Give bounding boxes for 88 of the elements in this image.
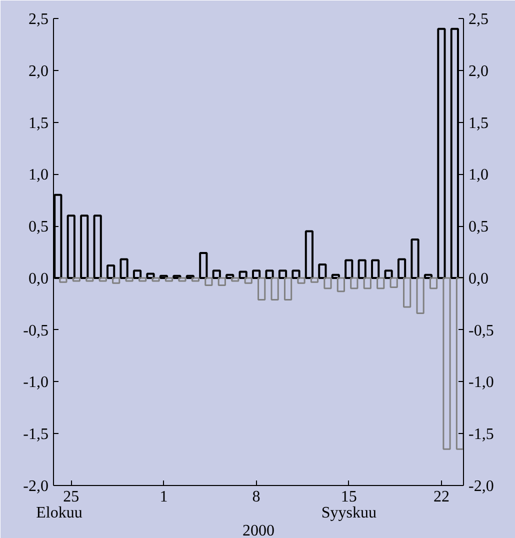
x-tick-label: 1 [160, 488, 168, 506]
bar [376, 277, 385, 290]
y2-tick-label: -1,5 [468, 426, 494, 444]
bar [146, 272, 155, 279]
bar [93, 214, 102, 279]
bar [304, 230, 314, 279]
x-axis-title: 2000 [242, 522, 274, 538]
y2-tick-label: 1,5 [468, 114, 488, 132]
bar [442, 277, 451, 450]
bar [72, 277, 80, 282]
bar [112, 277, 120, 284]
bar [98, 277, 107, 282]
bar [350, 277, 358, 290]
bar [191, 277, 200, 282]
bar [138, 277, 147, 282]
y2-tick-label: 0,5 [468, 218, 488, 236]
bar [86, 277, 94, 282]
bar [218, 277, 226, 286]
bar [212, 270, 221, 279]
bar [403, 277, 412, 308]
y2-tick-label: -2,0 [468, 478, 494, 495]
bar [292, 270, 300, 279]
y2-tick-label: -1,0 [468, 374, 494, 392]
bar [284, 277, 292, 300]
y-tick-label: 2,0 [28, 62, 48, 80]
bar [437, 28, 446, 279]
bar [265, 270, 274, 279]
bar [324, 277, 332, 290]
bar [318, 263, 327, 279]
y2-tick-label: 0,0 [468, 270, 488, 288]
bar [66, 214, 76, 279]
y-tick-label: -2,0 [23, 478, 48, 495]
y-tick-label: 1,5 [28, 114, 48, 132]
bar [80, 214, 89, 279]
bar [164, 277, 174, 282]
bar [186, 274, 194, 279]
bar [310, 277, 319, 283]
bar [397, 258, 406, 279]
x-tick-label: 15 [340, 488, 357, 506]
bar [178, 277, 186, 282]
bar [59, 277, 68, 283]
bar [204, 277, 213, 286]
bar [336, 277, 345, 292]
text: Elokuu [36, 504, 82, 522]
bar [106, 264, 116, 279]
bar [358, 259, 366, 279]
bar [226, 274, 234, 279]
bar [410, 238, 420, 279]
bar [270, 277, 279, 300]
bar [172, 274, 182, 279]
bar [297, 277, 306, 284]
bar [331, 274, 340, 279]
bar [363, 277, 372, 290]
bar [456, 277, 464, 450]
bar [231, 277, 240, 282]
bar [258, 277, 266, 300]
bar [199, 252, 208, 279]
bar [429, 277, 438, 290]
bar [416, 277, 424, 314]
bar [424, 274, 433, 279]
bar [344, 259, 354, 279]
bar [159, 274, 168, 279]
bar [278, 270, 288, 279]
y2-tick-label: 2,0 [468, 62, 488, 80]
y-tick-label: 0,5 [28, 218, 48, 236]
x-tick-label: 8 [252, 488, 260, 506]
text: Syyskuu [321, 504, 376, 522]
y-tick-label: -1,0 [23, 374, 48, 392]
bar [120, 258, 128, 279]
y2-tick-label: 2,5 [468, 11, 488, 28]
y-tick-label: -1,5 [23, 426, 48, 444]
y-tick-label: 2,5 [28, 11, 48, 28]
bar [384, 270, 393, 279]
y-tick-label: -0,5 [23, 322, 48, 340]
bar [371, 259, 380, 279]
bar [252, 270, 261, 279]
y2-tick-label: -0,5 [468, 322, 494, 340]
x-tick-label: 22 [433, 488, 450, 506]
bar [152, 277, 160, 282]
y2-tick-label: 1,0 [468, 166, 488, 184]
bar [125, 277, 134, 282]
bar [390, 277, 398, 288]
y-tick-label: 1,0 [28, 166, 48, 184]
x-tick-label: 25 [63, 488, 80, 506]
bar [238, 270, 248, 279]
bar [244, 277, 252, 284]
bar [132, 270, 142, 279]
y-tick-label: 0,0 [28, 270, 48, 288]
